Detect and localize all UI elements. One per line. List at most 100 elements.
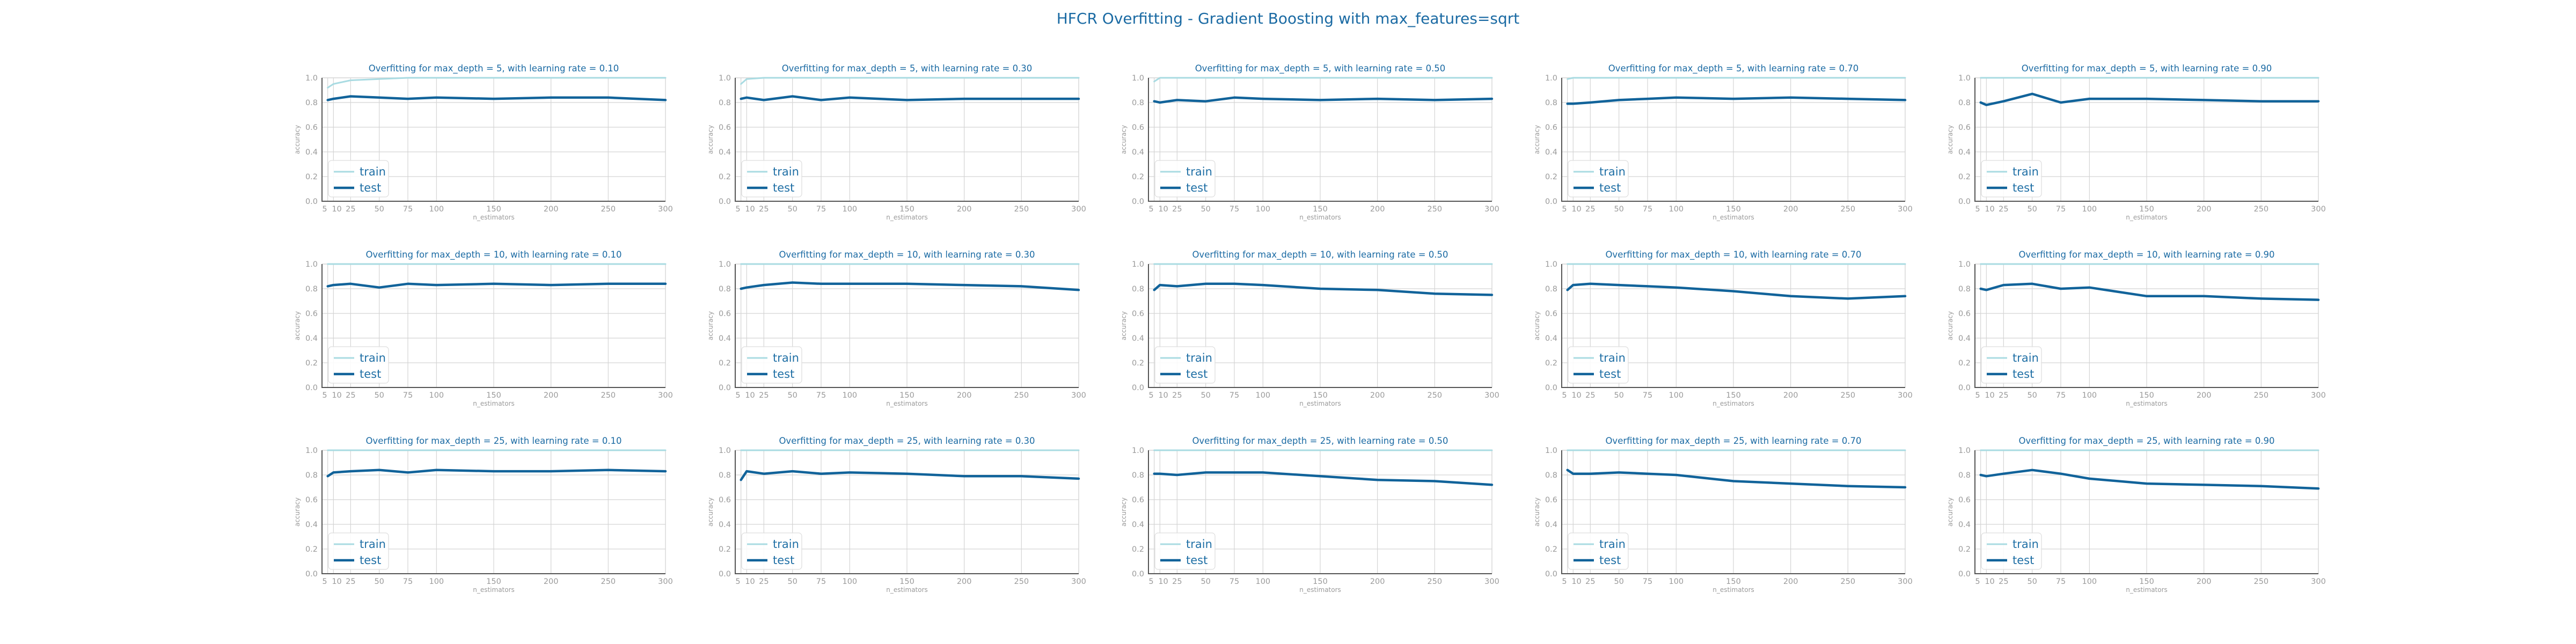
legend: train test — [1981, 532, 2042, 570]
y-axis-label: accuracy — [1946, 497, 1954, 526]
x-axis-label: n_estimators — [2126, 400, 2168, 407]
x-tick-label: 10 — [1571, 391, 1581, 400]
x-tick-label: 250 — [2253, 391, 2268, 400]
x-tick-label: 75 — [816, 205, 826, 214]
x-tick-label: 150 — [2139, 577, 2154, 586]
y-tick-label: 0.0 — [1958, 197, 1971, 206]
y-tick-label: 1.0 — [1958, 447, 1971, 455]
y-tick-label: 0.8 — [1132, 471, 1144, 480]
legend-label-train: train — [2012, 352, 2039, 364]
y-tick-label: 0.4 — [1132, 334, 1144, 343]
x-tick-label: 100 — [429, 391, 444, 400]
x-tick-label: 300 — [658, 577, 673, 586]
series-line-test — [1153, 471, 1494, 486]
legend: train test — [328, 346, 389, 384]
x-tick-label: 150 — [486, 577, 501, 586]
y-tick-label: 0.2 — [305, 359, 318, 368]
subplot-title: Overfitting for max_depth = 25, with lea… — [1192, 436, 1448, 447]
x-tick-label: 100 — [842, 391, 857, 400]
y-tick-label: 0.6 — [1958, 123, 1971, 132]
x-tick-label: 150 — [1313, 577, 1328, 586]
x-tick-label: 25 — [346, 205, 355, 214]
x-tick-label: 150 — [486, 391, 501, 400]
y-axis-label: accuracy — [1946, 125, 1954, 154]
subplot-title: Overfitting for max_depth = 5, with lear… — [369, 63, 619, 74]
x-tick-label: 200 — [957, 577, 972, 586]
x-tick-label: 150 — [1726, 205, 1741, 214]
y-tick-label: 0.6 — [719, 496, 731, 504]
x-tick-label: 50 — [374, 205, 384, 214]
subplot-2: Overfitting for max_depth = 5, with lear… — [707, 63, 1086, 221]
x-tick-label: 50 — [374, 391, 384, 400]
legend-label-test: test — [773, 368, 794, 380]
y-tick-label: 0.2 — [1132, 359, 1144, 368]
legend-label-test: test — [360, 368, 381, 380]
y-tick-label: 0.8 — [719, 99, 731, 107]
x-tick-label: 200 — [1783, 205, 1798, 214]
x-tick-label: 250 — [2253, 577, 2268, 586]
x-tick-label: 200 — [1783, 577, 1798, 586]
x-tick-label: 25 — [759, 391, 769, 400]
x-tick-label: 100 — [842, 205, 857, 214]
x-tick-label: 250 — [601, 577, 616, 586]
legend-label-train: train — [1186, 352, 1212, 364]
legend-label-train: train — [1599, 538, 1626, 551]
y-tick-label: 0.4 — [1958, 334, 1971, 343]
x-tick-label: 25 — [1999, 391, 2008, 400]
y-tick-label: 0.2 — [1545, 359, 1557, 368]
subplot-12: Overfitting for max_depth = 25, with lea… — [707, 436, 1086, 594]
x-tick-label: 200 — [544, 391, 559, 400]
y-tick-label: 0.8 — [1958, 285, 1971, 294]
x-tick-label: 150 — [1726, 391, 1741, 400]
legend: train test — [741, 532, 802, 570]
x-tick-label: 50 — [1201, 391, 1210, 400]
x-tick-label: 50 — [2027, 577, 2037, 586]
y-tick-label: 0.4 — [305, 521, 318, 529]
legend: train test — [741, 346, 802, 384]
legend: train test — [1154, 160, 1216, 197]
x-tick-label: 150 — [2139, 205, 2154, 214]
subplot-title: Overfitting for max_depth = 5, with lear… — [2022, 63, 2272, 74]
x-tick-label: 200 — [1783, 391, 1798, 400]
y-tick-label: 0.0 — [1545, 384, 1557, 392]
y-tick-label: 0.0 — [1958, 384, 1971, 392]
x-tick-label: 150 — [1313, 205, 1328, 214]
y-tick-label: 1.0 — [1545, 74, 1557, 83]
series-line-test — [1979, 282, 2320, 301]
subplot-13: Overfitting for max_depth = 25, with lea… — [1120, 436, 1499, 594]
x-tick-label: 200 — [957, 205, 972, 214]
subplot-8: Overfitting for max_depth = 10, with lea… — [1120, 250, 1499, 407]
x-tick-label: 5 — [735, 391, 740, 400]
x-tick-label: 200 — [1370, 205, 1385, 214]
legend-label-test: test — [1599, 181, 1621, 194]
y-tick-label: 1.0 — [719, 260, 731, 269]
x-tick-label: 150 — [2139, 391, 2154, 400]
series-line-train — [1567, 77, 1906, 80]
x-tick-label: 100 — [2082, 577, 2097, 586]
series-line-test — [326, 95, 667, 101]
x-tick-label: 250 — [1014, 391, 1029, 400]
y-tick-label: 1.0 — [1958, 260, 1971, 269]
x-axis-label: n_estimators — [886, 586, 928, 594]
legend: train test — [1981, 346, 2042, 384]
legend-label-test: test — [1599, 368, 1621, 380]
x-tick-label: 300 — [658, 205, 673, 214]
y-tick-label: 1.0 — [1132, 74, 1144, 83]
y-tick-label: 0.6 — [1958, 496, 1971, 504]
x-tick-label: 200 — [544, 205, 559, 214]
x-tick-label: 50 — [1614, 391, 1623, 400]
y-axis-label: accuracy — [707, 311, 714, 340]
x-tick-label: 75 — [403, 205, 413, 214]
subplot-15: Overfitting for max_depth = 25, with lea… — [1946, 436, 2326, 594]
x-tick-label: 50 — [1614, 205, 1623, 214]
subplot-3: Overfitting for max_depth = 5, with lear… — [1120, 63, 1499, 221]
x-tick-label: 25 — [1585, 577, 1595, 586]
x-tick-label: 300 — [1071, 391, 1086, 400]
subplot-title: Overfitting for max_depth = 25, with lea… — [2018, 436, 2274, 447]
legend: train test — [1568, 160, 1629, 197]
subplot-title: Overfitting for max_depth = 10, with lea… — [1605, 250, 1861, 260]
x-tick-label: 50 — [787, 577, 797, 586]
y-tick-label: 0.4 — [719, 521, 731, 529]
x-tick-label: 10 — [1158, 391, 1168, 400]
x-tick-label: 75 — [816, 577, 826, 586]
